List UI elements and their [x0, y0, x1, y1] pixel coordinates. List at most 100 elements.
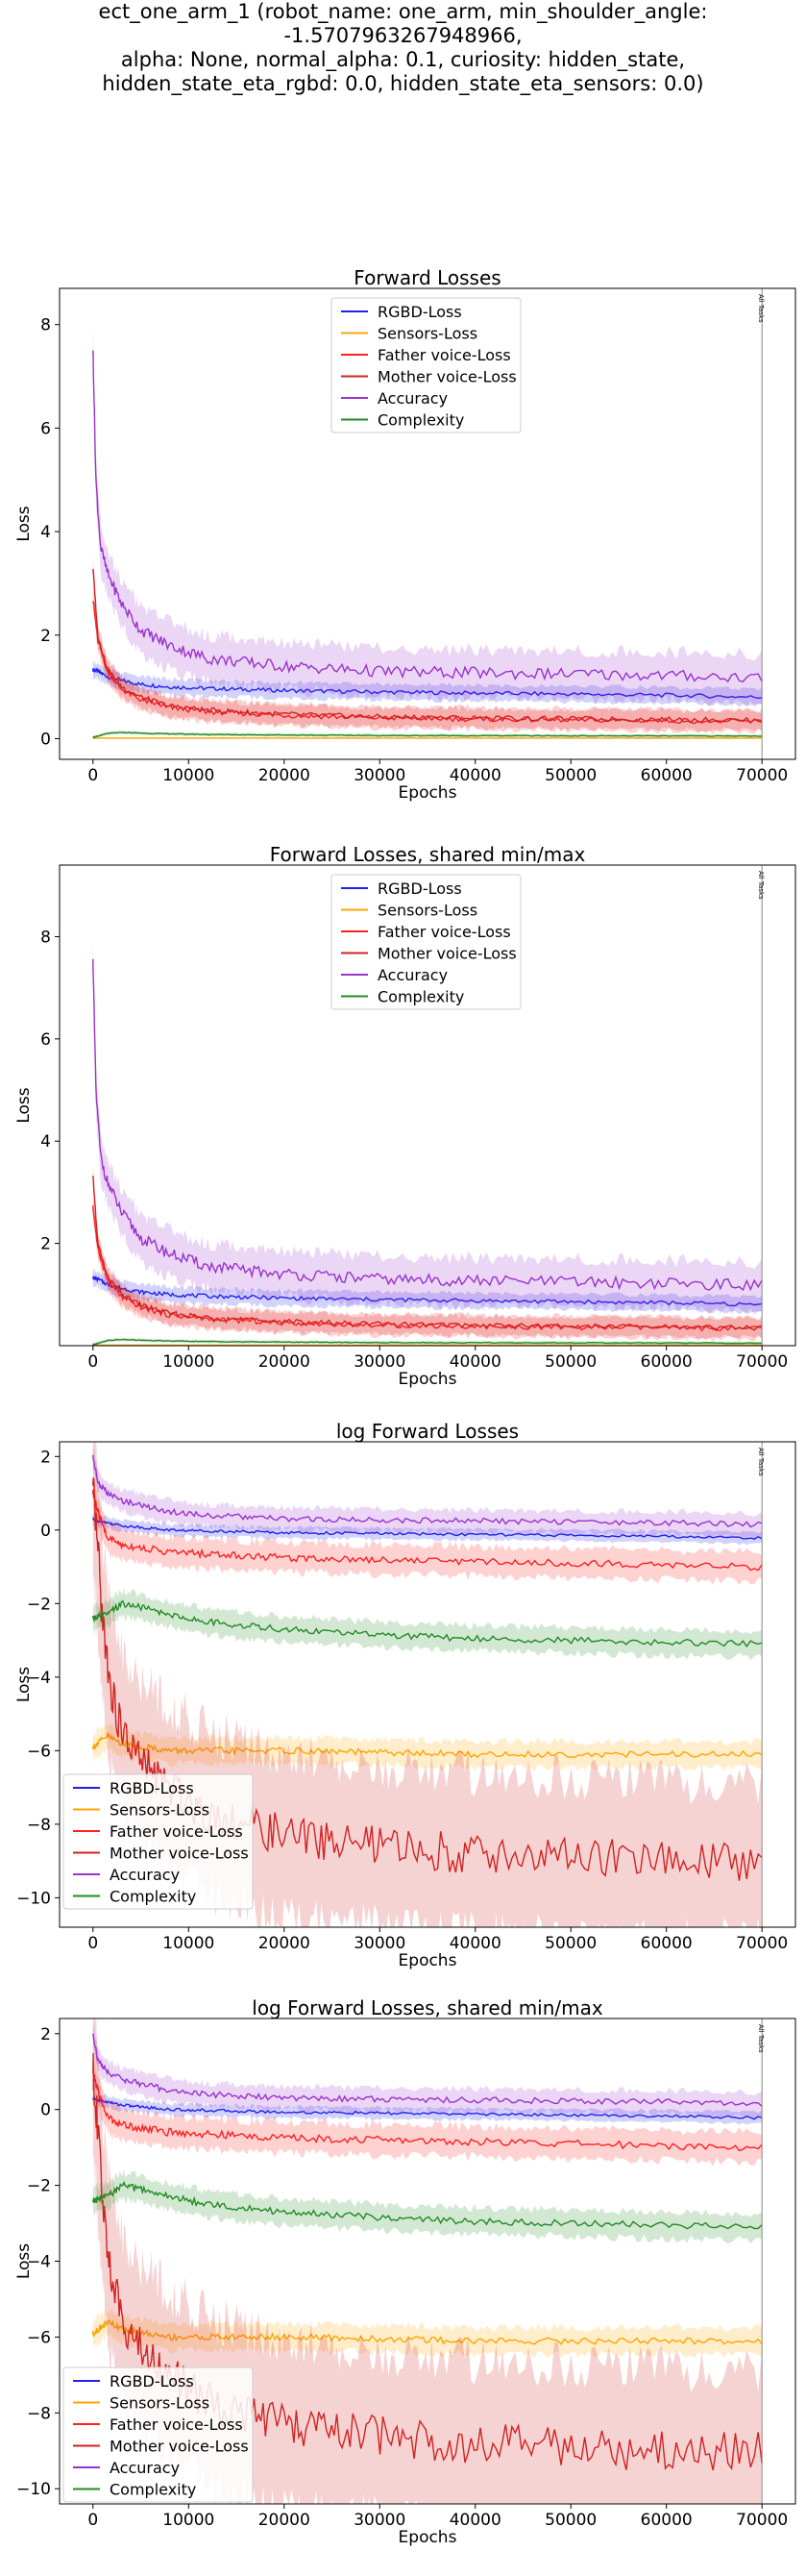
x-axis-label: Epochs — [399, 1370, 457, 1389]
legend: RGBD-Loss Sensors-Loss Father voice-Loss Mo… — [63, 2367, 253, 2502]
y-tick-label: −6 — [27, 1742, 51, 1761]
x-tick-label: 0 — [87, 2511, 98, 2530]
y-tick-label: 0 — [40, 2101, 51, 2120]
x-tick-label: 10000 — [162, 1352, 214, 1372]
x-tick-label: 30000 — [354, 2511, 405, 2530]
legend-label: Sensors-Loss — [378, 325, 477, 343]
x-tick-label: 20000 — [258, 2511, 310, 2530]
x-tick-label: 60000 — [641, 766, 693, 785]
x-tick-label: 20000 — [258, 1934, 310, 1953]
series-band-5 — [93, 1587, 762, 1660]
chart-log-forward-losses-shared: log Forward Losses, shared min/max All Ta… — [0, 1999, 806, 2576]
x-tick-label: 50000 — [545, 1352, 597, 1372]
chart-log-forward-losses: log Forward Losses All Tasks 0 10000 20000 30… — [0, 1423, 806, 1999]
x-tick-label: 70000 — [736, 2511, 788, 2530]
y-tick-label: −8 — [27, 1816, 51, 1835]
legend-label: Accuracy — [110, 1866, 180, 1884]
x-tick-label: 40000 — [450, 1352, 501, 1372]
x-axis-label: Epochs — [399, 783, 457, 803]
y-tick-label: −10 — [16, 1889, 51, 1908]
series-band-5 — [93, 2168, 762, 2243]
legend-label: Complexity — [378, 411, 464, 430]
legend-label: Accuracy — [378, 966, 448, 984]
legend-label: Complexity — [110, 2481, 196, 2499]
legend-label: Accuracy — [378, 389, 448, 408]
x-tick-label: 50000 — [545, 2511, 597, 2530]
vline-label: All Tasks — [757, 294, 765, 323]
vline-label: All Tasks — [757, 2024, 765, 2053]
legend-label: Sensors-Loss — [378, 902, 477, 920]
x-tick-label: 70000 — [736, 1352, 788, 1372]
chart-forward-losses: Forward Losses All Tasks 0 10000 20000 30000 4… — [0, 269, 806, 846]
x-tick-label: 50000 — [545, 1934, 597, 1953]
legend-label: Father voice-Loss — [110, 1822, 243, 1841]
legend-label: Father voice-Loss — [110, 2415, 243, 2434]
chart-title: log Forward Losses, shared min/max — [252, 1999, 603, 2019]
legend-label: Mother voice-Loss — [110, 2438, 249, 2456]
legend-label: RGBD-Loss — [110, 2372, 194, 2390]
x-tick-label: 50000 — [545, 766, 597, 785]
chart-title: Forward Losses, shared min/max — [270, 846, 586, 866]
legend-label: RGBD-Loss — [110, 1779, 194, 1797]
x-axis-label: Epochs — [399, 1951, 457, 1970]
y-tick-label: 2 — [40, 627, 51, 646]
legend-label: RGBD-Loss — [378, 879, 462, 898]
x-tick-label: 40000 — [450, 1934, 501, 1953]
x-tick-label: 30000 — [354, 766, 405, 785]
legend: RGBD-Loss Sensors-Loss Father voice-Loss Mo… — [63, 1774, 253, 1909]
chart-title: log Forward Losses — [336, 1423, 519, 1443]
y-axis-label: Loss — [14, 2243, 34, 2279]
y-tick-label: −8 — [27, 2404, 51, 2423]
legend-label: Sensors-Loss — [110, 2394, 209, 2413]
x-tick-label: 70000 — [736, 766, 788, 785]
legend-label: Mother voice-Loss — [378, 368, 517, 386]
x-tick-label: 10000 — [162, 1934, 214, 1953]
series-band-4 — [93, 2022, 762, 2118]
vline-label: All Tasks — [757, 1448, 765, 1476]
legend-label: Father voice-Loss — [378, 346, 511, 364]
x-tick-label: 60000 — [641, 2511, 693, 2530]
chart-title: Forward Losses — [354, 269, 501, 289]
x-tick-label: 60000 — [641, 1352, 693, 1372]
legend-label: Complexity — [110, 1888, 196, 1906]
x-tick-label: 10000 — [162, 766, 214, 785]
y-tick-label: 6 — [40, 419, 51, 438]
y-tick-label: 2 — [40, 2025, 51, 2044]
y-tick-label: 0 — [40, 1522, 51, 1541]
legend-label: RGBD-Loss — [378, 303, 462, 321]
chart-svg: Forward Losses All Tasks 0 10000 20000 30000 4… — [0, 269, 806, 846]
x-tick-label: 20000 — [258, 1352, 310, 1372]
x-axis-label: Epochs — [399, 2528, 457, 2547]
y-tick-label: −2 — [27, 2177, 51, 2196]
x-tick-label: 10000 — [162, 2511, 214, 2530]
y-axis-label: Loss — [14, 1667, 34, 1702]
y-tick-label: −6 — [27, 2328, 51, 2347]
legend-label: Accuracy — [110, 2459, 180, 2477]
x-tick-label: 40000 — [450, 2511, 501, 2530]
y-tick-label: 0 — [40, 730, 51, 749]
legend-label: Sensors-Loss — [110, 1801, 209, 1820]
legend-label: Complexity — [378, 988, 464, 1006]
x-tick-label: 30000 — [354, 1352, 405, 1372]
legend-label: Mother voice-Loss — [110, 1845, 249, 1863]
chart-svg: log Forward Losses All Tasks 0 10000 20000 30… — [0, 1423, 806, 1999]
vline-label: All Tasks — [757, 871, 765, 900]
y-tick-label: −2 — [27, 1595, 51, 1614]
x-tick-label: 40000 — [450, 766, 501, 785]
x-tick-label: 30000 — [354, 1934, 405, 1953]
y-tick-label: 4 — [40, 523, 51, 542]
legend: RGBD-Loss Sensors-Loss Father voice-Loss Mo… — [331, 298, 521, 433]
y-axis-label: Loss — [14, 506, 34, 541]
y-tick-label: 4 — [40, 1132, 51, 1152]
figure-title: ect_one_arm_1 (robot_name: one_arm, min_… — [0, 0, 806, 96]
y-tick-label: 6 — [40, 1030, 51, 1050]
y-tick-label: 8 — [40, 928, 51, 947]
chart-svg: log Forward Losses, shared min/max All Ta… — [0, 1999, 806, 2554]
y-tick-label: −10 — [16, 2480, 51, 2499]
chart-forward-losses-shared: Forward Losses, shared min/max All Tasks 0… — [0, 846, 806, 1423]
y-axis-label: Loss — [14, 1087, 34, 1123]
legend-label: Father voice-Loss — [378, 923, 511, 941]
x-tick-label: 0 — [87, 1352, 98, 1372]
x-tick-label: 20000 — [258, 766, 310, 785]
